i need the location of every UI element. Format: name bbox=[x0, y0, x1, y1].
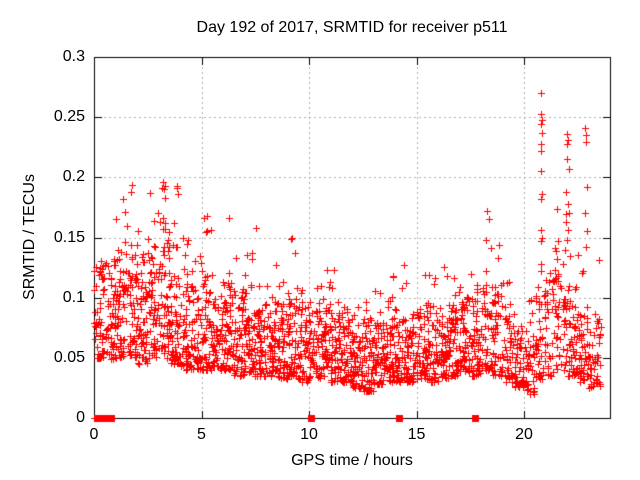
y-tick-label: 0.15 bbox=[53, 228, 85, 246]
x-tick-label: 15 bbox=[407, 426, 426, 443]
x-axis-label: GPS time / hours bbox=[291, 452, 413, 469]
y-tick-label: 0.1 bbox=[62, 288, 85, 306]
y-tick-label: 0.25 bbox=[53, 108, 85, 126]
chart-title: Day 192 of 2017, SRMTID for receiver p51… bbox=[196, 19, 508, 36]
x-tick-label: 20 bbox=[515, 426, 533, 443]
x-tick-label: 5 bbox=[197, 426, 206, 443]
y-tick-label: 0 bbox=[76, 409, 85, 426]
x-tick-label: 10 bbox=[300, 426, 318, 443]
y-tick-label: 0.2 bbox=[62, 168, 85, 186]
y-tick-label: 0.3 bbox=[62, 48, 85, 65]
y-tick-label: 0.05 bbox=[53, 348, 85, 366]
x-tick-label: 0 bbox=[89, 426, 99, 443]
